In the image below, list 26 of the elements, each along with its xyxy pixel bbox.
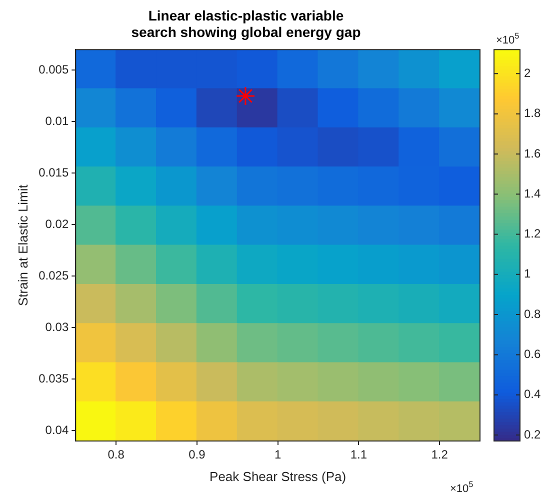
y-tick-label: 0.015 [38,166,69,180]
color-bar-label: 0.6 [524,347,542,362]
x-tick-label: 1.2 [431,448,448,462]
y-tick-label: 0.01 [45,114,69,128]
color-bar-label: 1.8 [524,106,542,120]
y-axis-title: Strain at Elastic Limit [15,184,30,306]
x-axis-title: Peak Shear Stress (Pa) [210,468,346,484]
color-bar-label: 1.2 [524,226,542,241]
chart-title: Linear elastic-plastic variable search showing global energy gap [131,7,361,40]
color-bar-label: 1.6 [524,146,542,160]
y-tick-label: 0.005 [38,62,69,77]
y-tick-label: 0.025 [38,268,69,283]
color-bar-label: 2 [524,66,531,80]
x-tick-label: 1 [274,448,282,462]
color-bar-label: 0.4 [524,387,542,402]
color-bar-label: 0.2 [524,427,542,442]
x-tick-label: 1.1 [350,448,368,462]
y-tick-label: 0.02 [45,217,69,232]
color-bar-label: 1 [524,266,531,281]
x-tick-label: 0.9 [188,448,206,462]
y-tick-label: 0.035 [38,372,69,386]
y-tick-label: 0.03 [45,320,69,334]
y-tick-label: 0.04 [45,423,69,438]
color-bar-label: 0.8 [524,306,542,321]
x-tick-label: 0.8 [108,448,125,462]
color-bar-label: 1.4 [524,186,542,200]
